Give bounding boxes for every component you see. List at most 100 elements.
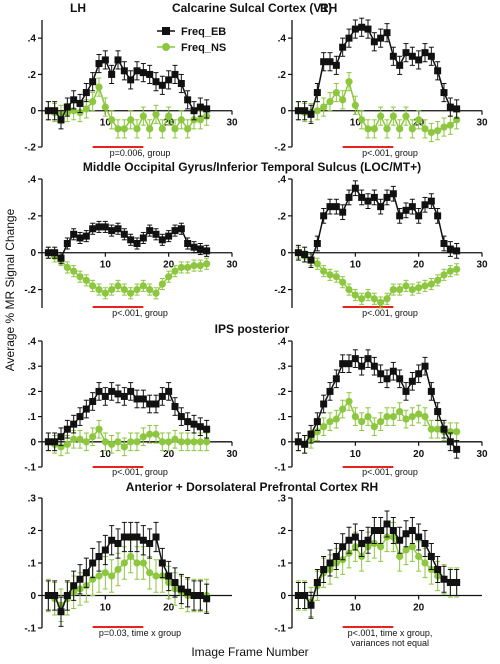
- data-point: [326, 271, 334, 279]
- data-point: [408, 413, 416, 421]
- data-point: [402, 530, 410, 538]
- data-point: [165, 112, 173, 120]
- data-point: [313, 579, 321, 586]
- data-point: [383, 193, 391, 201]
- data-point: [339, 405, 347, 413]
- data-point: [152, 533, 160, 541]
- data-point: [453, 247, 461, 255]
- data-point: [358, 540, 366, 547]
- data-point: [82, 569, 90, 577]
- data-point: [446, 428, 454, 436]
- data-point: [120, 125, 128, 133]
- data-point: [402, 49, 410, 57]
- data-point: [294, 438, 302, 446]
- data-point: [320, 267, 328, 275]
- data-point: [114, 56, 122, 64]
- data-point: [415, 284, 423, 292]
- data-point: [326, 559, 334, 567]
- data-point: [184, 240, 192, 247]
- data-point: [114, 565, 122, 574]
- y-tick-label: .4: [278, 34, 287, 45]
- data-point: [70, 435, 78, 443]
- data-point: [453, 445, 461, 453]
- legend-ns-label: Freq_NS: [181, 42, 226, 54]
- data-point: [133, 285, 141, 294]
- data-point: [383, 520, 391, 528]
- data-point: [345, 193, 353, 201]
- data-point: [184, 96, 192, 104]
- data-point: [313, 240, 321, 247]
- data-point: [345, 360, 353, 368]
- data-point: [320, 103, 328, 111]
- data-point: [383, 413, 391, 421]
- data-point: [196, 423, 204, 431]
- data-point: [165, 273, 173, 281]
- data-point: [101, 392, 109, 400]
- data-point: [440, 575, 448, 583]
- data-point: [89, 433, 97, 441]
- data-point: [427, 553, 435, 560]
- data-point: [351, 25, 359, 33]
- data-point: [158, 236, 166, 244]
- data-point: [139, 559, 147, 567]
- data-point: [184, 418, 192, 426]
- data-point: [389, 413, 397, 421]
- data-point: [351, 413, 359, 421]
- legend-eb-marker: [162, 27, 170, 35]
- data-point: [408, 527, 416, 534]
- data-point: [114, 125, 122, 133]
- data-point: [139, 69, 147, 77]
- data-point: [57, 608, 65, 616]
- data-point: [339, 360, 347, 368]
- data-point: [364, 291, 372, 299]
- data-point: [440, 240, 448, 247]
- y-tick-label: -.1: [274, 463, 286, 474]
- data-point: [440, 123, 448, 131]
- data-point: [203, 595, 211, 603]
- data-point: [51, 592, 59, 599]
- data-point: [389, 112, 397, 120]
- stat-label: p=0.03, time x group: [99, 628, 181, 638]
- data-point: [402, 546, 410, 554]
- data-point: [358, 362, 366, 370]
- data-point: [383, 375, 391, 383]
- data-point: [114, 282, 122, 290]
- data-point: [345, 78, 353, 86]
- data-point: [57, 433, 65, 441]
- data-point: [434, 127, 442, 135]
- stat-label: p=0.006, group: [110, 148, 171, 158]
- data-point: [165, 76, 173, 84]
- data-point: [146, 540, 154, 547]
- data-point: [76, 435, 84, 443]
- data-point: [95, 223, 103, 231]
- y-tick-label: .2: [28, 211, 37, 222]
- data-point: [177, 438, 185, 446]
- series-freq-eb: [44, 50, 211, 130]
- data-point: [177, 413, 185, 421]
- panel-r4-lh: -.1 0 .1 .2 .3 10 20 p=0.03, time x group: [24, 494, 232, 638]
- legend: Freq_EB Freq_NS: [157, 26, 226, 54]
- data-point: [184, 588, 192, 596]
- x-tick-label: 30: [476, 260, 488, 271]
- data-point: [421, 282, 429, 290]
- data-point: [389, 367, 397, 375]
- data-point: [339, 43, 347, 51]
- data-point: [332, 375, 340, 383]
- y-tick-label: 0: [30, 591, 36, 602]
- data-point: [434, 67, 442, 75]
- panel-r2-lh: -.2 0 .2 .4 10 20 30 p<.001, group: [24, 175, 238, 319]
- data-point: [364, 355, 372, 363]
- data-point: [158, 125, 166, 133]
- data-point: [377, 527, 385, 534]
- data-point: [203, 425, 211, 433]
- data-point: [313, 418, 321, 426]
- data-point: [383, 295, 391, 303]
- data-point: [196, 592, 204, 599]
- legend-eb-label: Freq_EB: [181, 26, 226, 38]
- data-point: [82, 89, 90, 97]
- data-point: [408, 377, 416, 385]
- y-tick-label: .3: [278, 494, 287, 505]
- data-point: [95, 572, 103, 580]
- y-tick-label: .4: [28, 34, 37, 45]
- data-point: [101, 223, 109, 231]
